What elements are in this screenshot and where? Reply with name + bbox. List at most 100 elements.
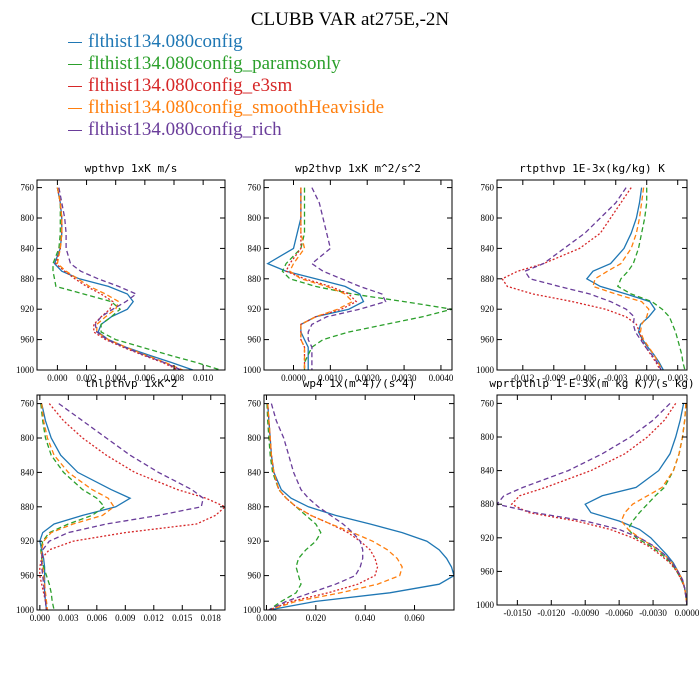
x-tick-label: 0.020	[306, 613, 327, 623]
series-line	[266, 403, 322, 610]
plot-frame	[36, 179, 226, 371]
series-line	[627, 403, 687, 605]
x-tick-label: -0.0090	[571, 608, 599, 618]
series-line	[268, 403, 364, 610]
legend: flthist134.080config flthist134.080confi…	[68, 31, 384, 141]
legend-item: flthist134.080config_paramsonly	[68, 53, 384, 75]
y-tick-label: 880	[248, 502, 262, 512]
y-tick-label: 1000	[243, 365, 262, 375]
y-tick-label: 920	[21, 536, 35, 546]
x-tick-label: 0.0040	[429, 373, 454, 383]
series-line	[281, 187, 452, 370]
panel-title: wp4 1x(m^4)/(s^4)	[303, 377, 416, 390]
y-tick-label: 920	[248, 536, 262, 546]
y-tick-label: 960	[481, 566, 495, 576]
x-tick-label: 0.002	[76, 373, 96, 383]
legend-swatch	[68, 129, 82, 131]
chart-panel: wpthvp 1xK m/s 760 800 840 880 920 960 1000 0.00…	[16, 162, 226, 383]
y-tick-label: 760	[481, 183, 495, 193]
y-tick-label: 840	[21, 467, 35, 477]
x-tick-label: 0.006	[87, 613, 108, 623]
y-tick-label: 960	[21, 571, 35, 581]
x-tick-label: 0.000	[637, 373, 658, 383]
series-line	[52, 187, 221, 370]
x-tick-label: 0.0000	[675, 608, 700, 618]
x-tick-label: 0.008	[164, 373, 185, 383]
x-tick-label: -0.003	[604, 373, 628, 383]
legend-item: flthist134.080config	[68, 31, 384, 53]
y-tick-label: 840	[481, 243, 495, 253]
panel-title: rtpthvp 1E-3x(kg/kg) K	[519, 162, 665, 175]
y-tick-label: 760	[481, 398, 495, 408]
x-tick-label: -0.0060	[605, 608, 633, 618]
series-line	[267, 403, 454, 610]
series-line	[584, 403, 687, 605]
y-tick-label: 1000	[243, 605, 262, 615]
y-tick-label: 880	[21, 502, 35, 512]
series-line	[585, 187, 664, 370]
y-tick-label: 800	[481, 432, 495, 442]
series-line	[55, 187, 179, 370]
y-tick-label: 760	[248, 183, 262, 193]
x-tick-label: 0.040	[355, 613, 376, 623]
y-tick-label: 880	[481, 499, 495, 509]
y-tick-label: 920	[481, 304, 495, 314]
x-tick-label: 0.060	[404, 613, 425, 623]
y-tick-label: 760	[21, 183, 35, 193]
legend-swatch	[68, 107, 82, 109]
series-line	[39, 403, 132, 610]
y-tick-label: 1000	[16, 365, 35, 375]
legend-label: flthist134.080config_paramsonly	[88, 53, 341, 74]
chart-panel: thlpthvp 1xK^276080084088092096010000.00…	[16, 377, 226, 623]
y-tick-label: 840	[481, 466, 495, 476]
series-line	[41, 403, 115, 610]
panel-title: wpthvp 1xK m/s	[85, 162, 178, 175]
plot-frame	[496, 179, 688, 371]
x-tick-label: 0.006	[135, 373, 156, 383]
legend-swatch	[68, 63, 82, 65]
y-tick-label: 920	[481, 533, 495, 543]
y-tick-label: 1000	[476, 600, 495, 610]
x-tick-label: -0.006	[573, 373, 597, 383]
series-line	[592, 187, 663, 370]
series-line	[266, 187, 365, 370]
legend-label: flthist134.080config	[88, 31, 243, 52]
y-tick-label: 760	[248, 399, 262, 409]
series-line	[307, 187, 387, 370]
y-tick-label: 800	[481, 213, 495, 223]
y-tick-label: 880	[21, 274, 35, 284]
x-tick-label: 0.015	[172, 613, 193, 623]
y-tick-label: 880	[481, 274, 495, 284]
y-tick-label: 800	[248, 213, 262, 223]
legend-item: flthist134.080config_rich	[68, 119, 384, 141]
plot-frame	[263, 394, 455, 611]
y-tick-label: 760	[21, 399, 35, 409]
y-tick-label: 960	[248, 571, 262, 581]
series-line	[616, 187, 686, 370]
y-tick-label: 960	[481, 335, 495, 345]
x-tick-label: 0.012	[144, 613, 164, 623]
chart-panel: wp4 1x(m^4)/(s^4)76080084088092096010000…	[243, 377, 455, 623]
x-tick-label: 0.0000	[281, 373, 306, 383]
series-line	[39, 403, 225, 610]
chart-panel: wp2thvp 1xK m^2/s^2 760 800 840 880 920 960 100…	[243, 162, 454, 383]
y-tick-label: 1000	[16, 605, 35, 615]
x-tick-label: 0.018	[201, 613, 222, 623]
x-tick-label: 0.003	[668, 373, 689, 383]
y-tick-label: 960	[248, 335, 262, 345]
x-tick-label: 0.000	[47, 373, 68, 383]
series-line	[497, 402, 687, 605]
x-tick-label: 0.000	[256, 613, 277, 623]
y-tick-label: 800	[21, 213, 35, 223]
y-tick-label: 920	[21, 304, 35, 314]
x-tick-label: 0.000	[30, 613, 51, 623]
legend-item: flthist134.080config_e3sm	[68, 75, 384, 97]
y-tick-label: 800	[248, 433, 262, 443]
x-tick-label: -0.0030	[639, 608, 667, 618]
y-tick-label: 960	[21, 335, 35, 345]
plot-frame	[36, 394, 226, 611]
panel-title: wprtpthlp 1-E-3x(m kg K)/(s kg)	[489, 377, 694, 390]
y-tick-label: 880	[248, 274, 262, 284]
x-tick-label: -0.0150	[503, 608, 531, 618]
